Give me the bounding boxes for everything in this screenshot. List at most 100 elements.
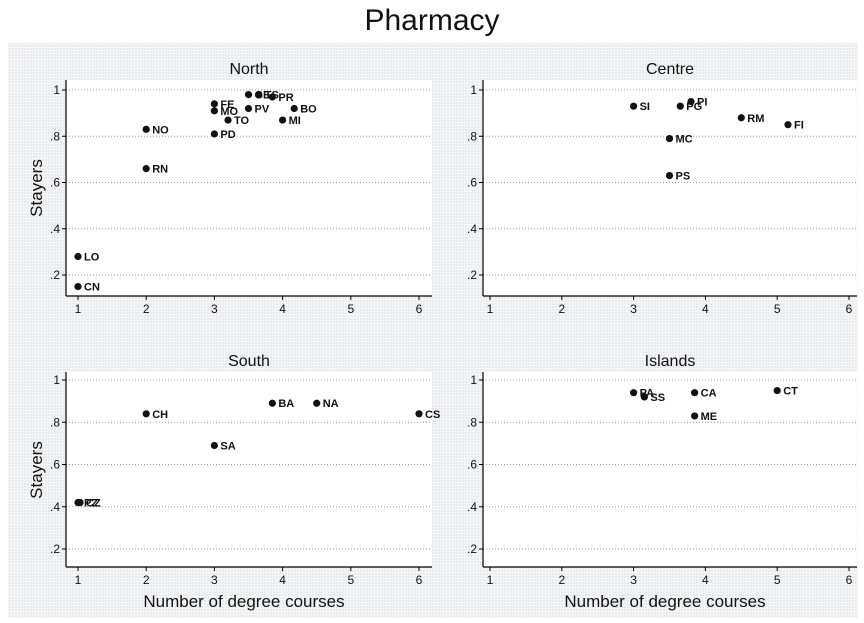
point-na [313,399,321,407]
panel-centre-y-tick-label: .6 [467,176,477,190]
point-ca [691,389,699,397]
panel-islands-y-tick-label: .8 [467,415,477,429]
point-rm [737,114,745,122]
panel-south-x-tick-label: 2 [143,573,150,587]
panel-north-y-tick-label: 1 [53,83,60,97]
point-label-pi: PI [697,97,707,109]
point-pi [687,97,695,106]
point-pv [244,104,253,113]
point-mo [210,107,218,115]
point-label-pz: PZ [84,498,98,510]
panel-centre-x-tick-label: 2 [558,302,565,316]
point-label-ps: PS [676,171,691,183]
point-ge [244,91,253,99]
panel-islands-x-tick-label: 4 [702,573,709,587]
panel-islands-background [483,372,857,567]
point-label-rm: RM [747,113,764,125]
point-pa [630,389,638,397]
point-cz [76,498,84,507]
panel-centre-x-tick-label: 5 [774,302,781,316]
point-to [224,116,232,124]
point-lo [74,252,82,261]
point-cs [415,410,423,418]
point-ss [640,393,648,401]
point-label-no: NO [152,124,169,136]
panel-islands-title: Islands [645,353,696,370]
point-label-me: ME [701,411,718,423]
panel-islands-x-tick-label: 3 [630,573,637,587]
panel-north-x-tick-label: 4 [279,302,286,316]
panel-centre-x-tick-label: 6 [846,302,853,316]
point-label-pd: PD [220,129,235,141]
panel-islands-x-tick-label: 5 [774,573,781,587]
panel-centre-y-tick-label: .8 [467,129,477,143]
point-mc [665,134,674,143]
panel-centre-background [483,80,857,296]
point-label-sa: SA [220,440,235,452]
point-pr [268,93,276,101]
panel-south-x-tick-label: 6 [416,573,423,587]
point-label-ct: CT [783,386,798,398]
x-axis-title-right: Number of degree courses [564,592,765,611]
point-label-cn: CN [84,282,100,294]
point-label-pr: PR [278,92,293,104]
panel-islands-x-tick-label: 2 [558,573,565,587]
panel-islands-x-tick-label: 6 [846,573,853,587]
panel-south-background [66,372,432,567]
panel-islands-y-tick-label: .6 [467,458,477,472]
panel-centre-title: Centre [646,61,694,78]
panel-centre-y-tick-label: 1 [470,83,477,97]
point-pg [676,102,684,110]
panel-south-y-tick-label: .6 [50,458,60,472]
panel-centre-y-tick-label: .2 [467,268,477,282]
point-label-mc: MC [676,134,693,146]
point-no [142,125,150,133]
panel-north-background [66,80,432,296]
panel-south-y-tick-label: .2 [50,542,60,556]
point-ct [773,386,781,395]
panel-south-title: South [228,353,270,370]
point-cn [74,282,82,291]
chart-title: Pharmacy [364,4,500,37]
panel-north-x-tick-label: 3 [211,302,218,316]
panel-centre-y-tick-label: .4 [467,222,477,236]
panel-north-x-tick-label: 1 [75,302,82,316]
point-mi [279,116,287,124]
point-bo [290,104,298,113]
point-label-ba: BA [278,398,294,410]
panel-north-y-tick-label: .4 [50,222,60,236]
point-sa [210,441,218,450]
point-label-lo: LO [84,252,100,264]
point-label-bo: BO [300,104,317,116]
point-label-mo: MO [220,106,238,118]
panel-south-y-tick-label: .8 [50,415,60,429]
panel-north-title: North [229,61,268,78]
point-fi [784,121,792,129]
panel-north-y-tick-label: .8 [50,129,60,143]
panel-south-x-tick-label: 3 [211,573,218,587]
panel-south-y-tick-label: .4 [50,500,60,514]
panel-centre-x-tick-label: 1 [487,302,494,316]
panel-north-x-tick-label: 5 [347,302,354,316]
panel-south-y-tick-label: 1 [53,373,60,387]
point-label-cs: CS [425,409,440,421]
point-label-to: TO [234,115,250,127]
y-axis-title-bottom: Stayers [27,441,46,499]
point-label-ch: CH [152,409,168,421]
point-me [691,412,699,420]
x-axis-title-left: Number of degree courses [143,592,344,611]
panel-north-x-tick-label: 2 [143,302,150,316]
point-label-na: NA [323,398,339,410]
panel-north-y-tick-label: .6 [50,176,60,190]
panel-islands-y-tick-label: 1 [470,373,477,387]
point-label-mi: MI [289,115,301,127]
panel-centre-x-tick-label: 3 [630,302,637,316]
point-ts [255,91,263,99]
panel-south-x-tick-label: 4 [279,573,286,587]
point-label-rn: RN [152,164,168,176]
point-si [630,102,638,110]
panel-centre-x-tick-label: 4 [702,302,709,316]
point-label-pv: PV [255,104,270,116]
y-axis-title-top: Stayers [27,159,46,217]
